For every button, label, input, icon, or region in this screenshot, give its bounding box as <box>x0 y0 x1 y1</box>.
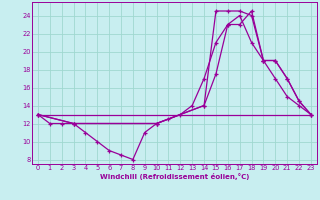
X-axis label: Windchill (Refroidissement éolien,°C): Windchill (Refroidissement éolien,°C) <box>100 173 249 180</box>
